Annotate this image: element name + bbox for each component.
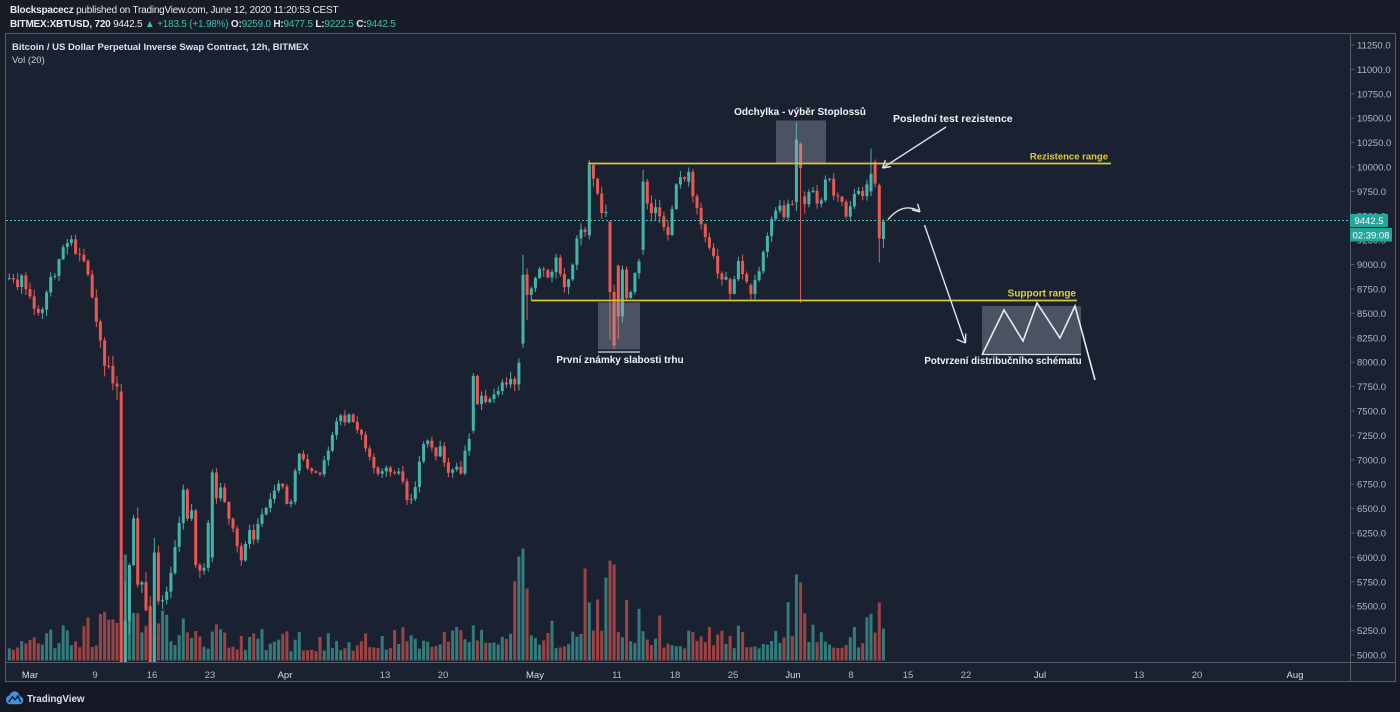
svg-text:6250.0: 6250.0 xyxy=(1357,529,1386,540)
svg-text:7250.0: 7250.0 xyxy=(1357,431,1386,442)
svg-text:Jul: Jul xyxy=(1034,670,1046,681)
svg-text:9000.0: 9000.0 xyxy=(1357,260,1386,271)
svg-text:11000.0: 11000.0 xyxy=(1357,65,1391,76)
svg-text:15: 15 xyxy=(903,670,914,681)
svg-text:23: 23 xyxy=(205,670,216,681)
svg-text:Potvrzení distribučního schéma: Potvrzení distribučního schématu xyxy=(924,356,1081,367)
svg-text:Poslední test rezistence: Poslední test rezistence xyxy=(893,113,1013,125)
svg-text:10250.0: 10250.0 xyxy=(1357,138,1391,149)
svg-text:5250.0: 5250.0 xyxy=(1357,626,1386,637)
svg-text:10750.0: 10750.0 xyxy=(1357,89,1391,100)
svg-text:Mar: Mar xyxy=(22,670,38,681)
svg-text:6000.0: 6000.0 xyxy=(1357,553,1386,564)
svg-text:7500.0: 7500.0 xyxy=(1357,407,1386,418)
svg-text:16: 16 xyxy=(147,670,158,681)
svg-text:8500.0: 8500.0 xyxy=(1357,309,1386,320)
svg-text:5750.0: 5750.0 xyxy=(1357,577,1386,588)
svg-text:BITMEX:XBTUSD, 720 9442.5 ▲ +1: BITMEX:XBTUSD, 720 9442.5 ▲ +183.5 (+1.9… xyxy=(10,19,396,30)
svg-text:9: 9 xyxy=(92,670,97,681)
svg-text:13: 13 xyxy=(380,670,391,681)
svg-text:První známky slabosti trhu: První známky slabosti trhu xyxy=(556,355,683,366)
svg-text:6750.0: 6750.0 xyxy=(1357,480,1386,491)
svg-text:9442.5: 9442.5 xyxy=(1354,216,1383,227)
svg-text:8: 8 xyxy=(848,670,853,681)
svg-text:5500.0: 5500.0 xyxy=(1357,602,1386,613)
svg-text:8750.0: 8750.0 xyxy=(1357,285,1386,296)
svg-text:20: 20 xyxy=(438,670,449,681)
svg-text:7000.0: 7000.0 xyxy=(1357,455,1386,466)
svg-text:Odchylka - výběr Stoplossů: Odchylka - výběr Stoplossů xyxy=(734,106,866,118)
svg-text:18: 18 xyxy=(670,670,681,681)
svg-text:8250.0: 8250.0 xyxy=(1357,333,1386,344)
svg-text:Jun: Jun xyxy=(785,670,800,681)
svg-text:6500.0: 6500.0 xyxy=(1357,504,1386,515)
svg-text:9750.0: 9750.0 xyxy=(1357,187,1386,198)
svg-text:10000.0: 10000.0 xyxy=(1357,163,1391,174)
svg-text:22: 22 xyxy=(961,670,972,681)
svg-text:13: 13 xyxy=(1134,670,1145,681)
svg-text:7750.0: 7750.0 xyxy=(1357,382,1386,393)
svg-text:10500.0: 10500.0 xyxy=(1357,114,1391,125)
svg-text:May: May xyxy=(526,670,544,681)
svg-text:Vol (20): Vol (20) xyxy=(12,55,45,66)
svg-text:Blockspacecz published on Trad: Blockspacecz published on TradingView.co… xyxy=(10,5,338,16)
svg-text:11250.0: 11250.0 xyxy=(1357,41,1391,52)
svg-text:TradingView: TradingView xyxy=(27,694,85,705)
svg-text:8000.0: 8000.0 xyxy=(1357,358,1386,369)
svg-text:25: 25 xyxy=(728,670,739,681)
svg-text:Apr: Apr xyxy=(278,670,293,681)
svg-text:20: 20 xyxy=(1192,670,1203,681)
svg-text:Aug: Aug xyxy=(1287,670,1304,681)
svg-text:Rezistence range: Rezistence range xyxy=(1030,152,1108,163)
svg-text:Support range: Support range xyxy=(1008,289,1077,300)
svg-text:Bitcoin / US Dollar Perpetual: Bitcoin / US Dollar Perpetual Inverse Sw… xyxy=(12,42,309,53)
svg-text:11: 11 xyxy=(612,670,622,681)
svg-text:02:39:08: 02:39:08 xyxy=(1353,231,1390,242)
svg-text:5000.0: 5000.0 xyxy=(1357,651,1386,662)
